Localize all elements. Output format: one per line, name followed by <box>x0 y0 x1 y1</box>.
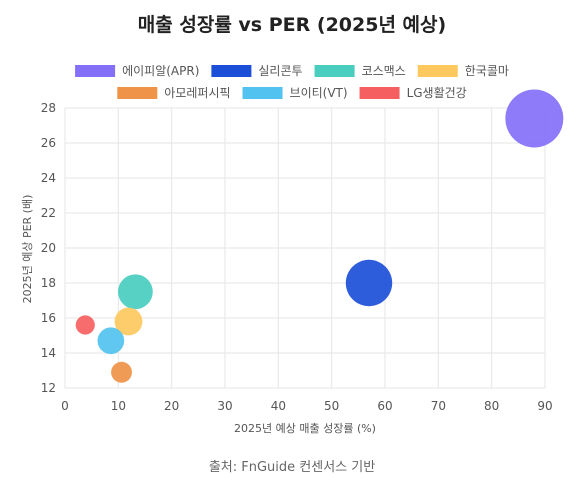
legend-label: 실리콘투 <box>258 64 302 78</box>
y-tick-label: 16 <box>41 311 56 325</box>
source-note: 출처: FnGuide 컨센서스 기반 <box>209 460 375 475</box>
y-axis-label: 2025년 예상 PER (배) <box>21 195 34 304</box>
x-tick-label: 40 <box>271 399 286 413</box>
legend-item: 한국콜마 <box>417 64 509 78</box>
legend-label: LG생활건강 <box>407 86 467 100</box>
x-axis-label: 2025년 예상 매출 성장률 (%) <box>234 422 376 435</box>
grid <box>64 107 546 389</box>
y-tick-label: 24 <box>41 171 56 185</box>
legend-swatch <box>117 87 158 99</box>
bubble <box>111 361 132 383</box>
legend-label: 한국콜마 <box>465 64 509 78</box>
bubble <box>505 89 564 148</box>
y-tick-label: 26 <box>41 136 56 150</box>
legend-label: 에이피알(APR) <box>122 64 199 78</box>
legend-swatch <box>417 65 458 77</box>
legend-swatch <box>242 87 283 99</box>
x-tick-label: 0 <box>61 399 69 413</box>
legend-swatch <box>314 65 355 77</box>
legend-item: 코스맥스 <box>314 64 406 78</box>
axis-ticks: 0 10 20 30 40 50 60 70 80 90 12 14 16 18 20 22 24 26 28 <box>41 101 553 413</box>
bubble <box>114 307 143 336</box>
y-tick-label: 20 <box>41 241 56 255</box>
bubble <box>117 274 153 310</box>
y-tick-label: 14 <box>41 346 56 360</box>
x-tick-label: 30 <box>217 399 232 413</box>
legend-swatch <box>75 65 116 77</box>
y-tick-label: 18 <box>41 276 56 290</box>
legend-item: LG생활건강 <box>359 86 467 100</box>
x-tick-label: 90 <box>537 399 552 413</box>
legend-label: 코스맥스 <box>362 64 406 78</box>
legend-item: 브이티(VT) <box>242 86 348 100</box>
legend-item: 에이피알(APR) <box>75 64 199 78</box>
y-tick-label: 28 <box>41 101 56 115</box>
x-tick-label: 20 <box>164 399 179 413</box>
bubbles <box>75 89 564 383</box>
x-tick-label: 50 <box>324 399 339 413</box>
bubble <box>97 327 125 355</box>
legend-swatch <box>211 65 252 77</box>
x-tick-label: 60 <box>377 399 392 413</box>
legend-item: 아모레퍼시픽 <box>117 86 231 100</box>
legend-label: 아모레퍼시픽 <box>164 86 230 100</box>
legend-label: 브이티(VT) <box>290 86 348 100</box>
x-tick-label: 80 <box>484 399 499 413</box>
y-tick-label: 12 <box>41 381 56 395</box>
bubble <box>345 259 393 307</box>
bubble <box>75 315 95 335</box>
legend-item: 실리콘투 <box>211 64 303 78</box>
x-tick-label: 10 <box>111 399 126 413</box>
y-tick-label: 22 <box>41 206 56 220</box>
chart-title: 매출 성장률 vs PER (2025년 예상) <box>138 14 446 36</box>
x-tick-label: 70 <box>431 399 446 413</box>
legend-swatch <box>359 87 400 99</box>
